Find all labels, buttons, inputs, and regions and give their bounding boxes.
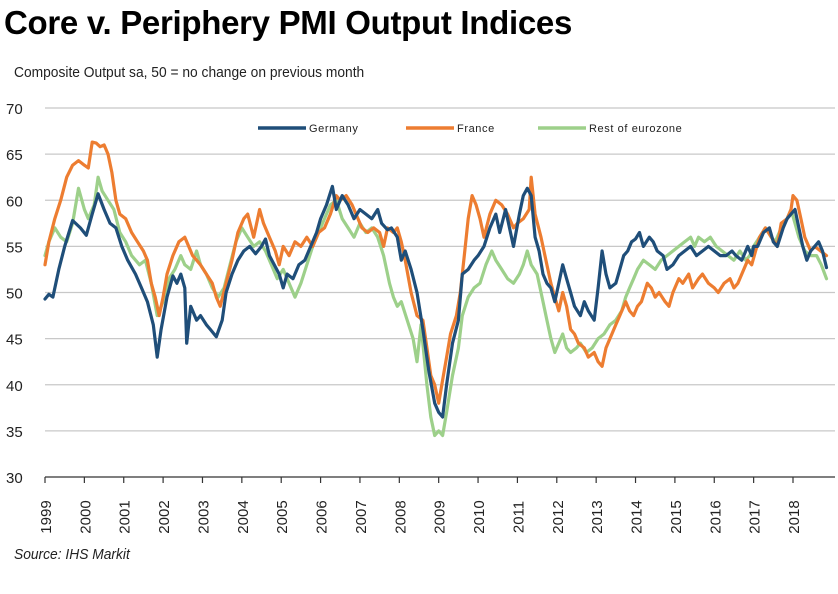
x-tick-label: 1999	[38, 500, 55, 533]
x-tick-label: 2001	[117, 500, 134, 533]
x-tick-label: 2015	[668, 500, 685, 533]
x-tick-label: 2012	[550, 500, 567, 533]
x-axis: 1999 2000 2001 2002 2003 2004 2005 2006 2007 2008…	[38, 476, 835, 534]
x-tick-label: 2018	[786, 500, 803, 533]
y-tick-label: 45	[6, 332, 23, 349]
x-tick-label: 2003	[195, 500, 212, 533]
x-tick-label: 2009	[432, 500, 449, 533]
x-tick-label: 2002	[156, 500, 173, 533]
x-tick-label: 2013	[589, 500, 606, 533]
legend-label: Germany	[309, 123, 358, 135]
y-tick-label: 50	[6, 286, 23, 303]
x-tick-label: 2005	[274, 500, 291, 533]
y-tick-label: 65	[6, 147, 23, 164]
source-note: Source: IHS Markit	[14, 546, 130, 563]
y-tick-label: 70	[6, 101, 23, 118]
y-axis: 30 35 40 45 50 55 60 65 70	[6, 101, 23, 487]
series-line-france	[43, 140, 829, 405]
series-lines	[43, 140, 829, 438]
x-tick-label: 2011	[510, 501, 527, 533]
legend-label: Rest of eurozone	[589, 123, 682, 135]
x-tick-label: 2004	[235, 500, 252, 533]
legend-label: France	[457, 123, 495, 135]
series-line-germany	[43, 184, 829, 419]
y-tick-label: 60	[6, 193, 23, 210]
y-tick-label: 30	[6, 470, 23, 487]
x-tick-label: 2008	[392, 500, 409, 533]
y-tick-label: 40	[6, 378, 23, 395]
series-line-rest-of-eurozone	[43, 175, 829, 438]
x-tick-label: 2014	[629, 500, 646, 533]
y-tick-label: 55	[6, 239, 23, 256]
y-tick-label: 35	[6, 424, 23, 441]
gridlines	[45, 107, 835, 432]
x-tick-label: 2017	[747, 500, 764, 533]
x-tick-label: 2000	[77, 500, 94, 533]
x-tick-label: 2006	[314, 500, 331, 533]
legend: Germany France Rest of eurozone	[258, 123, 682, 135]
x-tick-label: 2016	[707, 500, 724, 533]
x-tick-label: 2010	[471, 500, 488, 533]
chart-subtitle: Composite Output sa, 50 = no change on p…	[14, 64, 365, 81]
x-tick-label: 2007	[353, 500, 370, 533]
chart-title: Core v. Periphery PMI Output Indices	[4, 4, 573, 41]
